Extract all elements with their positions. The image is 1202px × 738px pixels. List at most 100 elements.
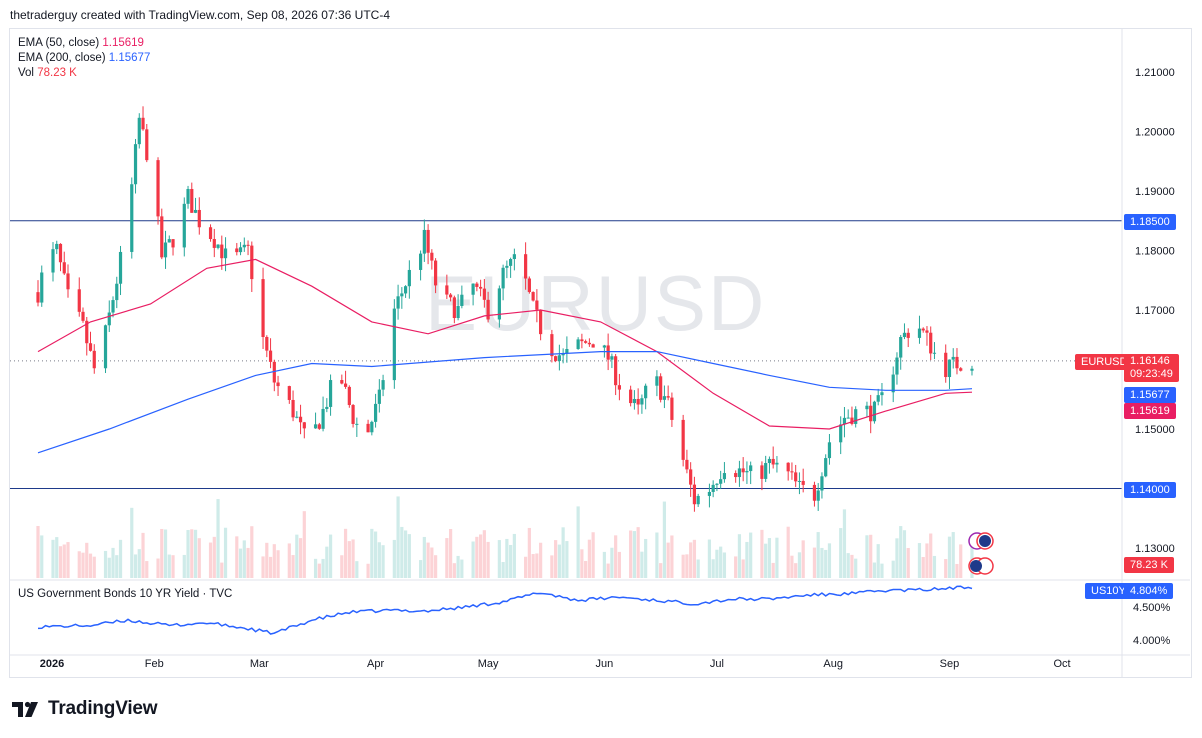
- candle-body: [66, 273, 70, 290]
- volume-bar: [722, 552, 727, 578]
- volume-bar: [576, 506, 580, 578]
- volume-bar: [947, 536, 952, 578]
- candle-body: [167, 239, 171, 243]
- volume-bar: [212, 536, 216, 578]
- volume-bar: [880, 563, 884, 578]
- volume-bar: [550, 555, 554, 578]
- volume-bar: [610, 547, 614, 578]
- volume-bar: [317, 563, 321, 578]
- volume-bar: [340, 555, 344, 578]
- volume-bar: [163, 529, 168, 578]
- candle-body: [197, 209, 201, 228]
- volume-bar: [944, 559, 948, 578]
- candles: [36, 106, 974, 512]
- candle-body: [88, 343, 93, 351]
- volume-bar: [141, 532, 145, 578]
- candle-body: [340, 380, 344, 384]
- candle-body: [141, 117, 145, 130]
- candle-body: [111, 300, 115, 313]
- candle-body: [655, 376, 659, 386]
- volume-bar: [92, 556, 96, 578]
- candle-body: [970, 368, 974, 371]
- candle-body: [827, 442, 832, 459]
- volume-bar: [509, 544, 513, 578]
- candle-body: [711, 484, 715, 492]
- candle-body: [734, 473, 738, 478]
- volume-bar: [347, 541, 351, 578]
- volume-bar: [824, 549, 828, 578]
- volume-bar: [760, 529, 764, 578]
- time-tick-label: Jun: [596, 658, 614, 670]
- candle-body: [208, 227, 213, 240]
- time-tick-label: Sep: [940, 658, 960, 670]
- legend-vol[interactable]: Vol 78.23 K: [18, 66, 150, 81]
- volume-bar: [689, 542, 693, 578]
- volume-bar: [719, 546, 723, 578]
- ema-lines: [37, 258, 973, 454]
- volume-bar: [959, 544, 963, 578]
- volume-bar: [287, 543, 291, 578]
- volume-bar: [512, 533, 516, 578]
- volume-bar: [295, 534, 299, 578]
- bond-pane-title: US Government Bonds 10 YR Yield · TVC: [18, 588, 233, 600]
- candle-body: [632, 398, 636, 404]
- candle-body: [343, 383, 348, 387]
- candle-body: [58, 243, 63, 263]
- candle-body: [373, 403, 378, 422]
- candle-body: [351, 405, 355, 424]
- candle-body: [610, 356, 614, 360]
- volume-bar: [343, 528, 348, 578]
- time-tick-label: Feb: [145, 658, 164, 670]
- candle-body: [505, 265, 509, 268]
- candle-body: [959, 368, 963, 371]
- legend-ema200[interactable]: EMA (200, close) 1.15677: [18, 51, 150, 66]
- candle-body: [539, 309, 543, 335]
- volume-bar: [186, 530, 190, 578]
- candle-body: [929, 332, 933, 354]
- volume-bar: [111, 547, 115, 578]
- bond-symbol-tag: US10Y: [1085, 583, 1132, 599]
- candle-body: [745, 471, 749, 473]
- volume-bar: [561, 527, 565, 578]
- legend-ema50[interactable]: EMA (50, close) 1.15619: [18, 36, 150, 51]
- volume-bar: [486, 541, 490, 578]
- candle-body: [812, 484, 817, 501]
- candle-body: [291, 399, 295, 418]
- volume-bar: [55, 537, 59, 578]
- volume-bar: [396, 496, 400, 578]
- candle-body: [794, 472, 798, 482]
- candle-body: [328, 380, 333, 407]
- candle-body: [381, 380, 385, 390]
- volume-bar: [775, 537, 779, 578]
- price-tick-label: 1.13000: [1135, 543, 1175, 555]
- candle-body: [591, 344, 595, 348]
- candle-body: [587, 342, 591, 345]
- candle-body: [636, 398, 640, 405]
- candle-body: [212, 239, 216, 248]
- bond-value-tag: 4.804%: [1124, 583, 1174, 599]
- candle-body: [449, 294, 453, 298]
- volume-bar: [137, 549, 141, 578]
- volume-bar: [685, 554, 689, 578]
- volume-bar: [932, 555, 937, 578]
- candle-body: [479, 286, 483, 289]
- volume-bar: [816, 532, 820, 578]
- price-tick-label: 1.21000: [1135, 67, 1175, 79]
- candle-body: [846, 417, 850, 419]
- candle-body: [689, 469, 693, 485]
- candle-body: [749, 465, 753, 472]
- volume-bar: [715, 549, 719, 578]
- footer-brand[interactable]: TradingView: [12, 697, 158, 721]
- volume-bar: [891, 560, 895, 578]
- candle-body: [509, 259, 513, 266]
- volume-bar: [471, 541, 475, 578]
- volume-bar: [475, 536, 479, 578]
- candle-body: [190, 188, 194, 213]
- volume-bar: [846, 553, 850, 578]
- ema200-line: [37, 351, 973, 454]
- horizontal-levels: [10, 29, 1190, 677]
- candle-body: [629, 389, 633, 404]
- volume-bar: [66, 542, 70, 578]
- volume-bar: [497, 540, 501, 578]
